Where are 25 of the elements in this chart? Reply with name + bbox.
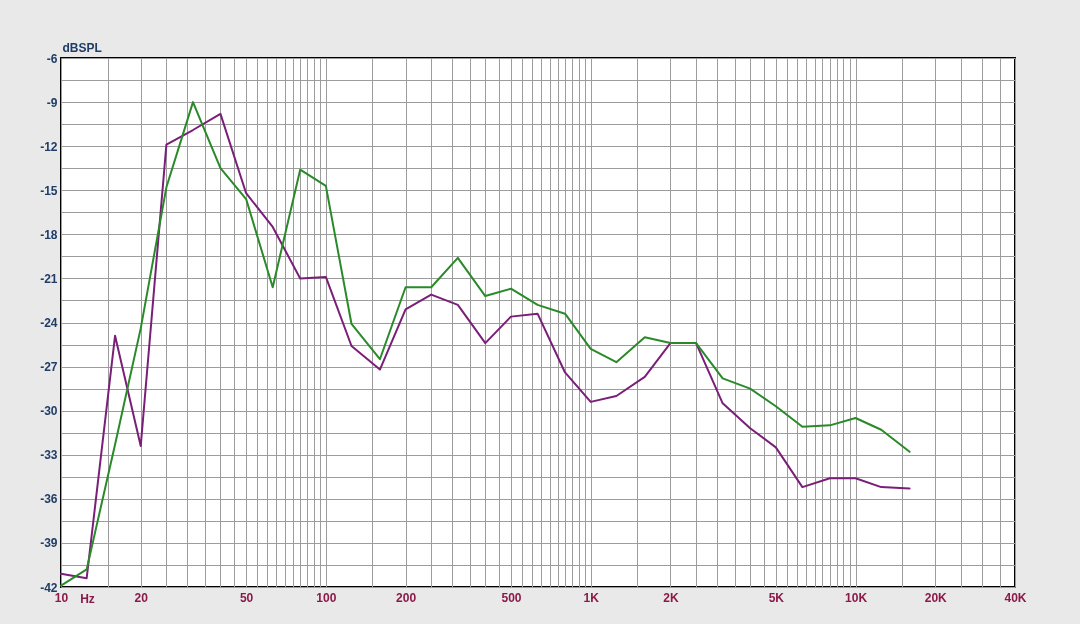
x-tick-label: 100: [316, 590, 337, 605]
y-tick-label: -18: [40, 227, 58, 242]
x-tick-label: 10K: [845, 590, 868, 605]
x-tick-label: 500: [501, 590, 522, 605]
y-tick-label: -24: [40, 316, 58, 330]
x-tick-label: 5K: [768, 590, 785, 605]
y-tick-label: -36: [40, 492, 58, 507]
y-tick-label: -21: [40, 271, 58, 286]
y-axis-title: dBSPL: [62, 40, 102, 55]
y-tick-label: -6: [46, 51, 58, 66]
x-tick-label: 20K: [924, 590, 948, 605]
x-axis-title: Hz: [80, 591, 95, 606]
x-tick-label: 20: [134, 590, 149, 605]
x-tick-label: 40K: [1004, 590, 1027, 605]
y-tick-label: -33: [40, 448, 58, 463]
y-tick-label: -30: [40, 404, 58, 419]
x-tick-label: 50: [239, 590, 254, 605]
x-tick-label: 200: [396, 590, 417, 605]
y-tick-label: -27: [40, 360, 58, 375]
y-tick-label: -39: [40, 536, 58, 551]
y-tick-label: -15: [40, 183, 58, 198]
x-tick-label: 1K: [583, 590, 600, 605]
y-tick-label: -12: [40, 139, 58, 154]
y-tick-label: -9: [46, 95, 58, 110]
x-tick-label: 2K: [663, 590, 679, 605]
